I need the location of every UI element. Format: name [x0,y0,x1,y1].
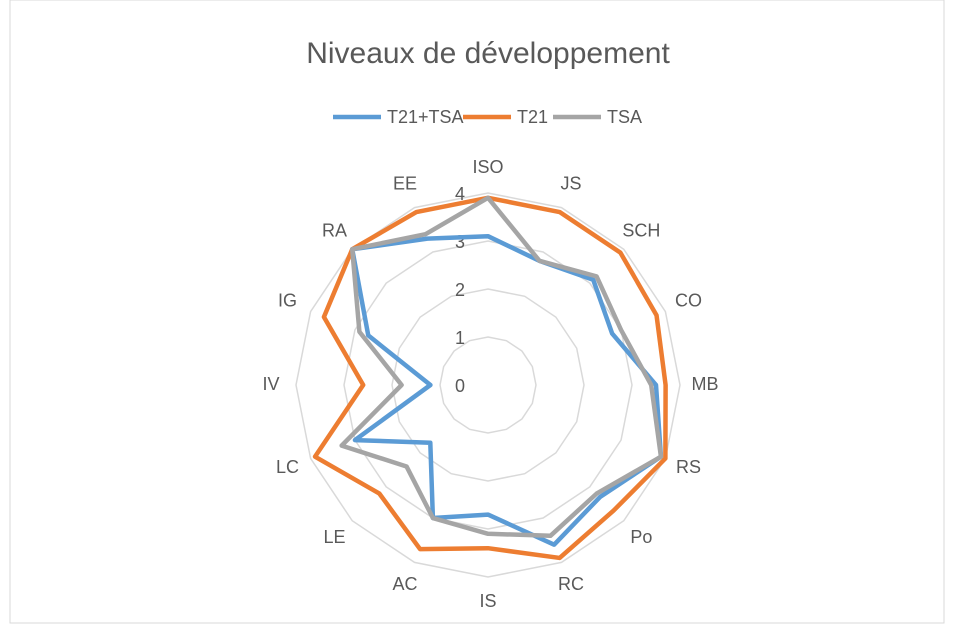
category-label: RS [676,457,701,477]
category-label: LC [276,457,299,477]
category-label: LE [324,527,346,547]
series-line [339,195,664,539]
category-label: IS [479,591,496,611]
grid-ring [295,192,681,578]
category-label: Po [630,527,652,547]
r-tick-label: 0 [455,376,465,396]
category-label: CO [675,291,702,311]
chart-title: Niveaux de développement [306,37,670,70]
category-label: IG [278,291,297,311]
category-label: SCH [622,220,660,240]
grid-ring [439,336,537,434]
category-label: IV [262,374,279,394]
category-label: EE [393,173,417,193]
r-tick-label: 1 [455,328,465,348]
r-tick-label: 4 [455,184,465,204]
category-label: RA [322,220,347,240]
category-label: RC [558,574,584,594]
r-tick-label: 3 [455,232,465,252]
series-line [349,233,664,547]
category-label: MB [692,374,719,394]
category-label: AC [392,574,417,594]
series-line [312,195,668,561]
grid-ring [391,288,585,482]
legend-label: T21+TSA [387,107,464,127]
chart-frame [9,0,945,624]
category-label: ISO [472,157,503,177]
legend-label: TSA [607,107,642,127]
r-tick-label: 2 [455,280,465,300]
legend-label: T21 [517,107,548,127]
category-label: JS [561,173,582,193]
